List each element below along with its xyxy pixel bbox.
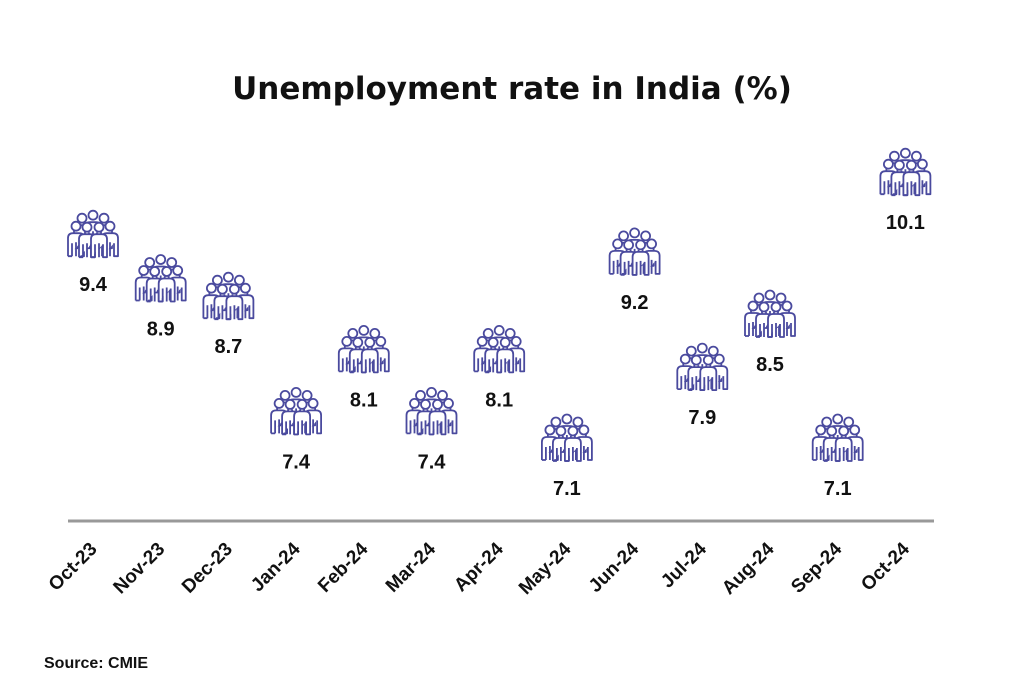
- chart-marks: 9.4 8.9 8.7 7.4 8.1 7.4 8.1 7.1 9.2 7.9 8.5 7.1 10.1: [68, 149, 930, 500]
- x-tick-label: Nov-23: [110, 539, 170, 599]
- data-label: 10.1: [886, 212, 925, 234]
- people-group-icon: [407, 388, 457, 435]
- data-label: 8.1: [485, 389, 513, 411]
- people-group-icon: [813, 415, 863, 462]
- data-label: 7.1: [553, 478, 581, 500]
- x-tick-label: May-24: [515, 538, 576, 599]
- x-tick-label: Mar-24: [382, 538, 440, 596]
- data-label: 7.4: [282, 451, 311, 473]
- x-tick-label: Jun-24: [585, 538, 643, 596]
- people-group-icon: [542, 415, 592, 462]
- people-group-icon: [203, 273, 253, 320]
- x-tick-label: Dec-23: [178, 539, 237, 598]
- people-group-icon: [68, 211, 118, 258]
- people-group-icon: [136, 255, 186, 302]
- data-label: 9.2: [621, 292, 649, 314]
- people-group-icon: [677, 344, 727, 391]
- people-group-icon: [745, 291, 795, 338]
- people-group-icon: [880, 149, 930, 196]
- x-tick-label: Jul-24: [657, 538, 711, 592]
- x-tick-label: Aug-24: [718, 538, 779, 599]
- source-note: Source: CMIE: [44, 655, 148, 672]
- data-label: 7.4: [418, 451, 447, 473]
- data-label: 8.5: [756, 354, 784, 376]
- people-group-icon: [610, 228, 660, 275]
- x-tick-label: Jan-24: [247, 538, 305, 596]
- data-label: 8.9: [147, 319, 175, 341]
- x-axis-ticks: Oct-23 Nov-23 Dec-23 Jan-24 Feb-24 Mar-24 Apr-…: [45, 538, 914, 599]
- people-group-icon: [474, 326, 524, 373]
- data-label: 7.9: [688, 407, 716, 429]
- data-label: 8.1: [350, 389, 378, 411]
- x-tick-label: Oct-24: [857, 538, 914, 595]
- chart-title: Unemployment rate in India (%): [232, 71, 792, 107]
- data-label: 7.1: [824, 478, 852, 500]
- x-tick-label: Feb-24: [314, 538, 372, 596]
- data-label: 8.7: [214, 336, 242, 358]
- people-group-icon: [339, 326, 389, 373]
- people-group-icon: [271, 388, 321, 435]
- x-tick-label: Sep-24: [787, 538, 846, 597]
- data-label: 9.4: [79, 274, 108, 296]
- x-tick-label: Apr-24: [450, 538, 508, 596]
- x-tick-label: Oct-23: [45, 539, 102, 596]
